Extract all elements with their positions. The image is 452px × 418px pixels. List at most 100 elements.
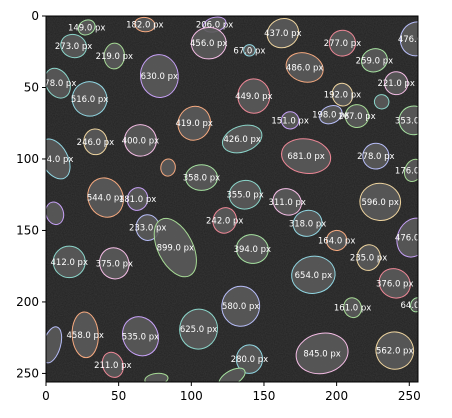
- object-area-label: 625.0 px: [180, 325, 217, 335]
- object-area-label: 242.0 px: [206, 216, 243, 226]
- object-area-label: 562.0 px: [376, 347, 413, 357]
- object-blob: [153, 217, 197, 278]
- object-blob: [126, 187, 149, 211]
- object-layer: [46, 16, 418, 382]
- object-blob: [177, 105, 211, 141]
- object-blob: [218, 367, 246, 382]
- object-blob: [46, 326, 63, 364]
- object-blob: [243, 44, 256, 57]
- y-tick-label: 250: [16, 366, 39, 380]
- object-blob: [362, 142, 390, 170]
- object-blob: [331, 82, 354, 107]
- object-area-label: 412.0 px: [51, 258, 88, 268]
- object-area-label: 182.0 px: [126, 21, 163, 31]
- object-area-label: 535.0 px: [122, 332, 159, 342]
- object-area-label: 596.0 px: [361, 198, 398, 208]
- object-blob: [272, 188, 302, 216]
- object-area-label: 219.0 px: [96, 52, 133, 62]
- object-area-label: 845.0 px: [303, 349, 340, 359]
- object-blob: [179, 308, 219, 350]
- object-blob: [384, 71, 409, 96]
- object-blob: [123, 124, 157, 157]
- x-tick-label: 50: [111, 389, 126, 403]
- object-blob: [325, 229, 348, 251]
- object-blob: [83, 128, 108, 156]
- object-area-label: 192.0 px: [324, 91, 361, 101]
- object-area-label: 358.0 px: [183, 174, 220, 184]
- object-area-label: 259.0 px: [356, 56, 393, 66]
- object-area-label: 311.0 px: [268, 198, 305, 208]
- x-tick-label: 100: [180, 389, 203, 403]
- object-blob: [295, 332, 349, 375]
- object-area-label: 899.0 px: [157, 244, 194, 254]
- object-area-label: 516.0 px: [71, 95, 108, 105]
- object-area-label: 681.0 px: [287, 152, 324, 162]
- object-blob: [399, 21, 418, 57]
- object-area-label: 419.0 px: [175, 119, 212, 129]
- object-blob: [71, 81, 108, 117]
- object-blob: [185, 164, 218, 191]
- object-blob: [328, 29, 357, 57]
- object-area-label: 426.0 px: [223, 135, 260, 145]
- object-blob: [344, 104, 370, 129]
- object-area-label: 233.0 px: [129, 224, 166, 234]
- object-area-label: 449.0 px: [235, 92, 272, 102]
- object-area-label: 376.0 px: [376, 279, 413, 289]
- x-tick-label: 200: [325, 389, 348, 403]
- object-blob: [237, 78, 271, 114]
- object-blob: [121, 316, 159, 357]
- object-blob: [343, 297, 362, 319]
- y-tick-label: 50: [24, 80, 39, 94]
- object-area-label: 476.0 px: [395, 234, 432, 244]
- object-blob: [280, 111, 300, 130]
- object-blob: [292, 209, 323, 237]
- object-label-layer: 149.0 px 182.0 px 206.0 px 273.0 px 456.0 px…: [36, 21, 435, 371]
- object-blob: [235, 234, 269, 264]
- x-axis: 0 50 100 150 200 250: [42, 382, 421, 403]
- object-blob: [139, 54, 179, 98]
- object-blob: [359, 182, 402, 221]
- x-tick-label: 250: [398, 389, 421, 403]
- y-tick-label: 0: [31, 9, 39, 23]
- object-area-label: 149.0 px: [68, 23, 105, 33]
- object-area-label: 654.0 px: [295, 271, 332, 281]
- object-blob: [266, 18, 300, 49]
- y-tick-label: 200: [16, 295, 39, 309]
- object-blob: [285, 52, 324, 83]
- object-blob: [144, 372, 169, 382]
- object-blob: [228, 179, 262, 210]
- object-blob: [221, 124, 263, 154]
- object-blob: [403, 158, 418, 182]
- x-tick-label: 0: [42, 389, 50, 403]
- object-area-label: 235.0 px: [350, 254, 387, 264]
- object-area-label: 504.0 px: [36, 155, 73, 165]
- object-blob: [46, 138, 71, 180]
- object-area-label: 353.0 px: [395, 116, 432, 126]
- object-blob: [99, 247, 130, 280]
- object-blob: [52, 245, 86, 279]
- object-area-label: 211.0 px: [94, 361, 131, 371]
- y-axis: 0 50 100 150 200 250: [16, 9, 46, 380]
- object-blob: [71, 311, 99, 359]
- object-blob: [291, 255, 336, 294]
- object-area-label: 176.0 px: [395, 166, 432, 176]
- object-area-label: 476.0 px: [398, 35, 435, 45]
- object-area-label: 280.0 px: [231, 355, 268, 365]
- object-area-label: 164.0 px: [318, 236, 355, 246]
- object-blob: [87, 177, 124, 218]
- y-tick-label: 100: [16, 152, 39, 166]
- object-blob: [356, 244, 381, 271]
- object-area-label: 458.0 px: [67, 331, 104, 341]
- object-blob: [375, 331, 415, 370]
- object-blob: [396, 217, 418, 258]
- plot-frame: [45, 15, 419, 383]
- object-area-label: 375.0 px: [96, 259, 133, 269]
- object-blob: [60, 33, 87, 59]
- object-area-label: 437.0 px: [264, 29, 301, 39]
- object-blob: [319, 104, 343, 125]
- object-blob: [103, 42, 125, 70]
- object-area-label: 277.0 px: [324, 39, 361, 49]
- object-blob: [235, 344, 264, 374]
- object-area-label: 161.0 px: [334, 304, 371, 314]
- object-area-label: 67.0 px: [233, 46, 265, 56]
